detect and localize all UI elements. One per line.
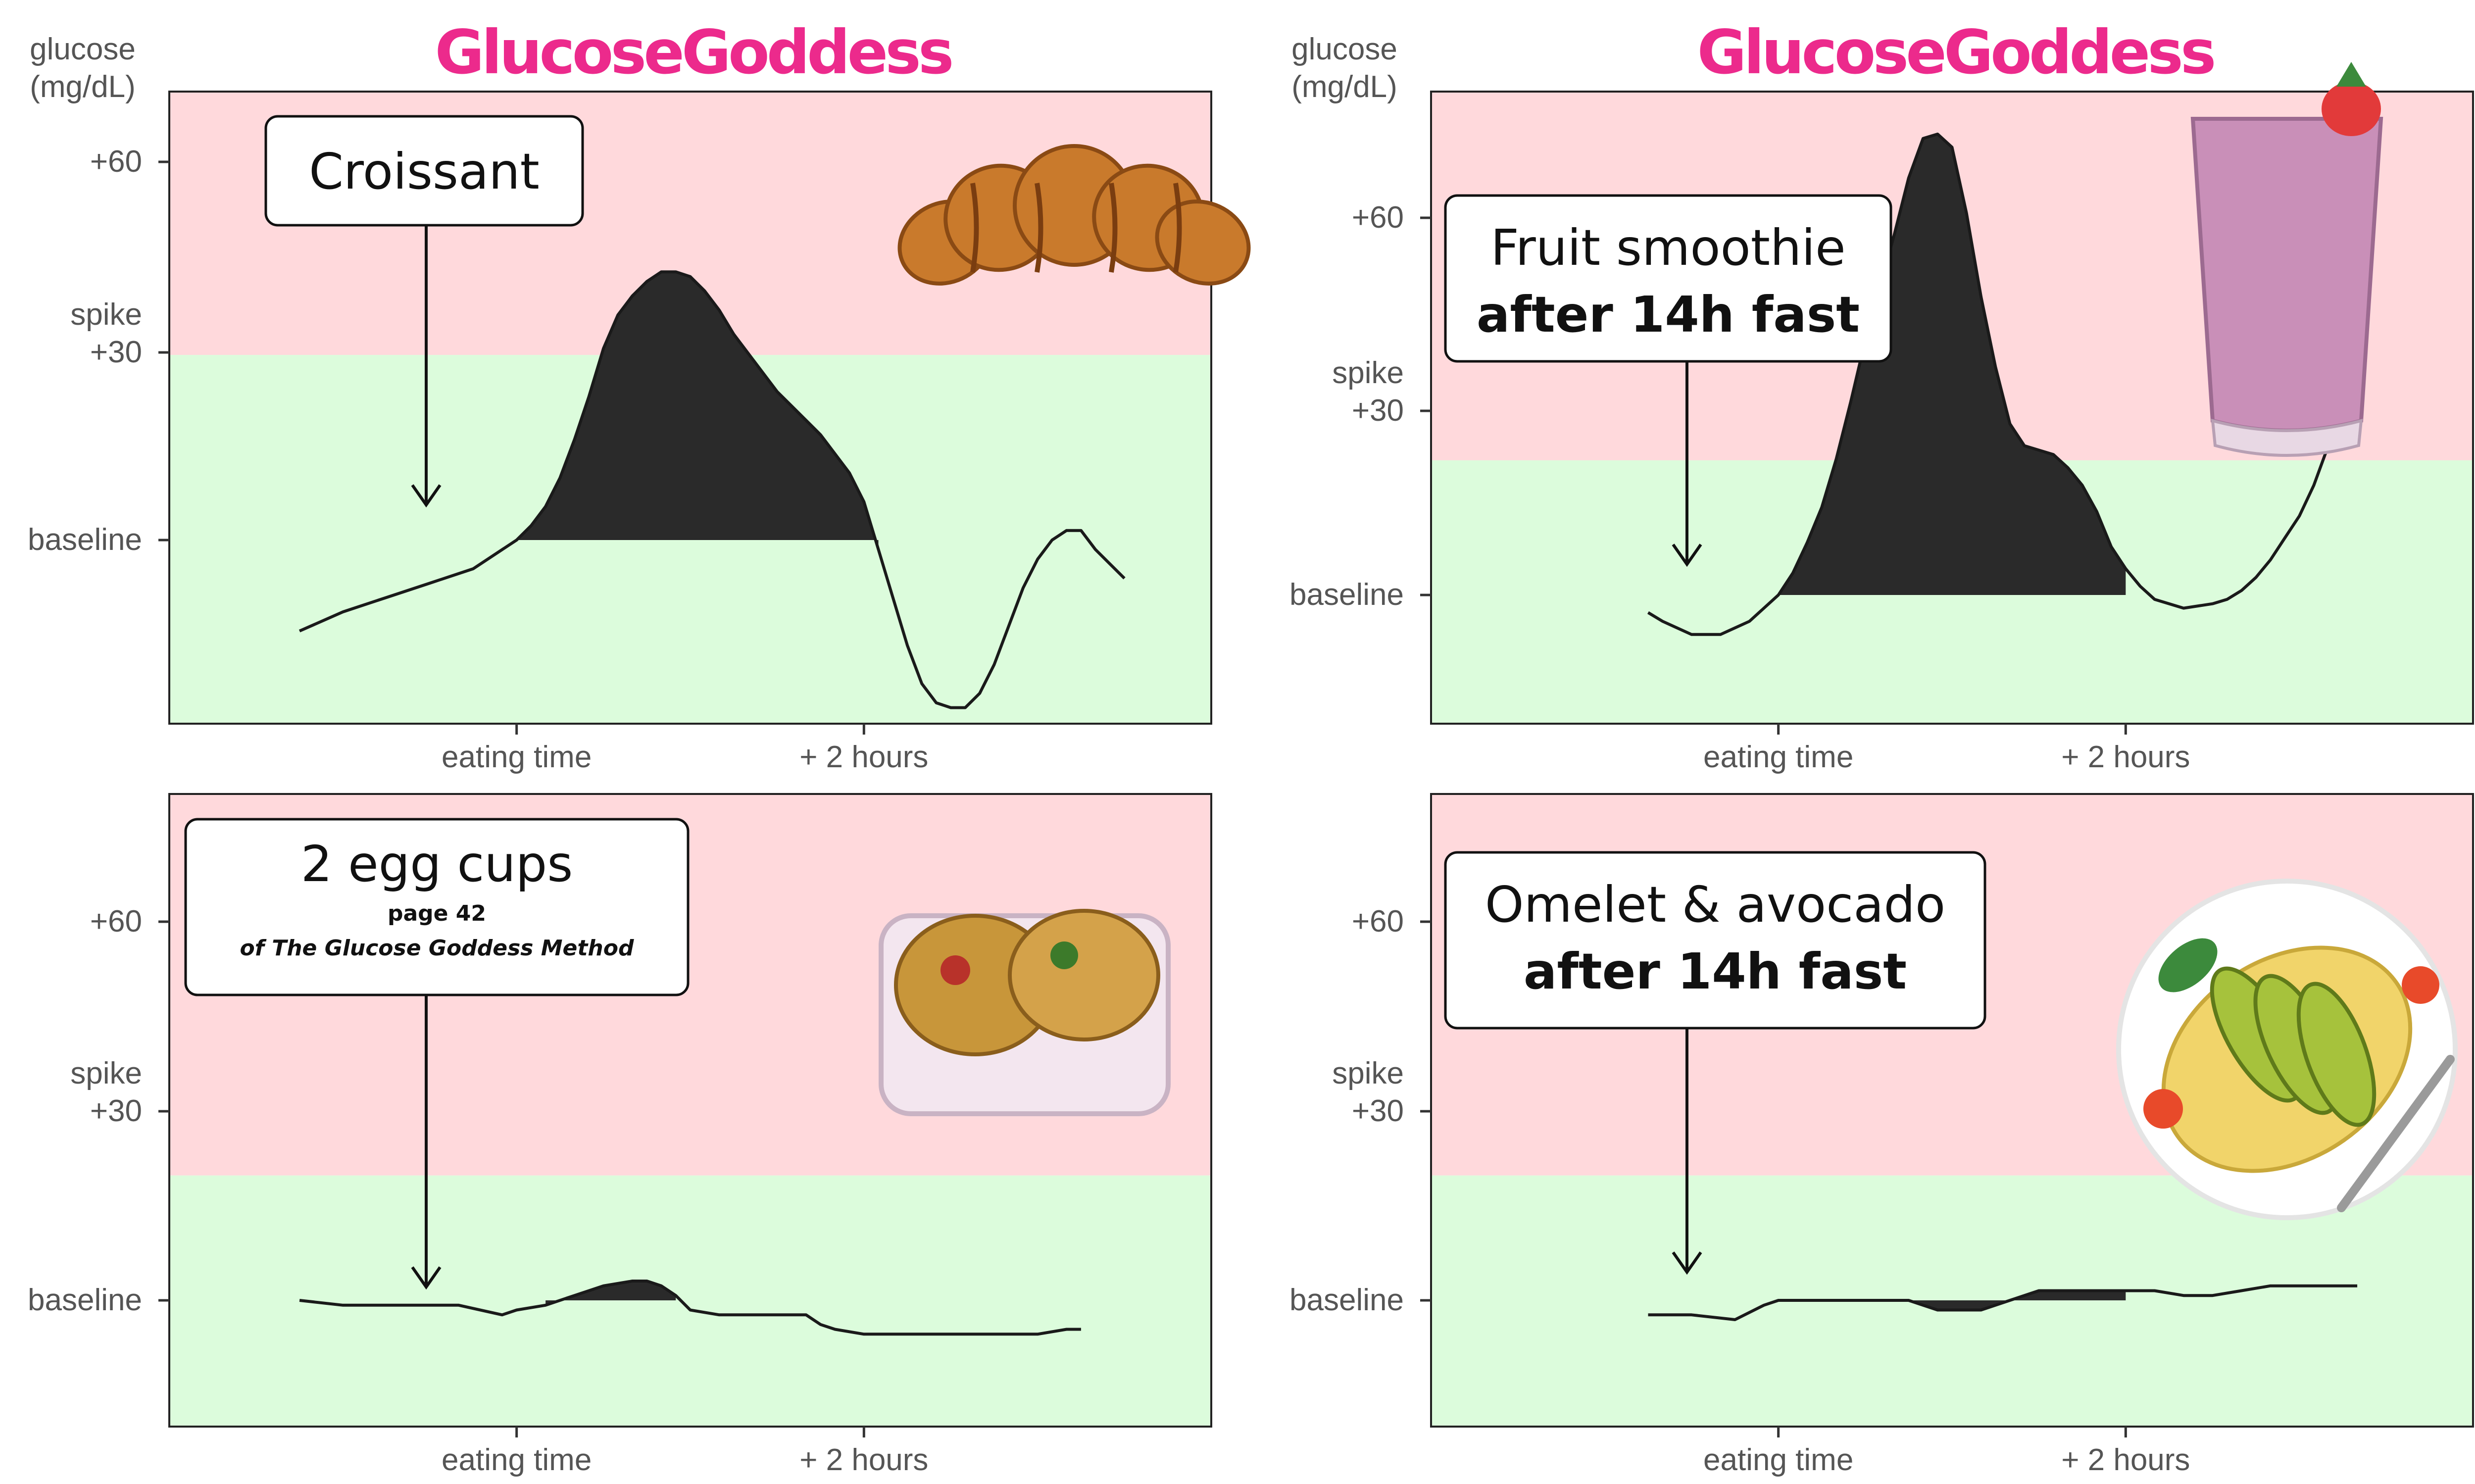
x-tick-label: + 2 hours — [2061, 740, 2190, 774]
croissant-icon — [897, 144, 1251, 286]
x-tick-label: eating time — [442, 1443, 592, 1477]
y-tick-label: +60 — [90, 904, 142, 939]
normal-zone — [169, 1175, 1211, 1427]
y-tick-label: baseline — [1289, 578, 1404, 612]
spike-area — [1908, 1290, 2126, 1310]
annotation-title: Fruit smoothie — [1490, 219, 1845, 277]
smoothie-glass-icon — [2190, 62, 2383, 457]
y-tick-label: +60 — [90, 145, 142, 179]
annotation-box — [264, 115, 584, 227]
annotation-page: page 42 — [388, 901, 486, 926]
x-tick-label: + 2 hours — [2061, 1443, 2190, 1477]
spike-area — [1778, 134, 2126, 595]
omelet-avocado-plate-icon — [2116, 879, 2458, 1220]
x-tick-label: eating time — [1703, 740, 1853, 774]
y-tick-label: +60 — [1352, 200, 1404, 235]
plot-frame — [168, 91, 1212, 725]
annotation-box — [184, 818, 690, 996]
y-tick-label: baseline — [28, 1283, 142, 1317]
annotation-box — [1444, 851, 1986, 1030]
y-axis-label: glucose (mg/dL) — [1291, 32, 1397, 104]
annotation-title: 2 egg cups — [301, 835, 573, 893]
y-tick-label: spike +30 — [1332, 1056, 1404, 1128]
annotation-subtitle: after 14h fast — [1524, 942, 1907, 1000]
egg-cups-container-icon — [879, 909, 1171, 1116]
brand-logo: GlucoseGoddess — [435, 17, 951, 88]
x-tick-label: + 2 hours — [799, 1443, 928, 1477]
y-tick-label: spike +30 — [70, 1056, 142, 1128]
arrow-head-icon — [411, 484, 442, 508]
annotation-box — [1444, 194, 1892, 363]
arrow-head-icon — [411, 1266, 442, 1290]
glucose-curve — [1648, 1284, 2358, 1321]
chart-panel-top-right: GlucoseGoddess glucose (mg/dL) +60 spike +30 b… — [1289, 17, 2474, 774]
annotation-title: Omelet & avocado — [1485, 876, 1945, 934]
glucose-curve — [299, 1280, 1081, 1336]
arrow-head-icon — [1672, 1251, 1702, 1275]
x-tick-label: eating time — [442, 740, 592, 774]
annotation-subtitle: after 14h fast — [1477, 286, 1860, 344]
y-tick-label: spike +30 — [70, 297, 142, 369]
annotation-title: Croissant — [309, 143, 540, 200]
chart-panel-bottom-right: +60 spike +30 baseline eating time + 2 hours O… — [1289, 793, 2474, 1477]
y-tick-label: +60 — [1352, 904, 1404, 939]
y-tick-label: spike +30 — [1332, 356, 1404, 428]
annotation-source: of The Glucose Goddess Method — [240, 936, 634, 961]
brand-logo: GlucoseGoddess — [1697, 17, 2214, 88]
arrow-head-icon — [1672, 544, 1702, 567]
spike-area — [545, 1281, 676, 1305]
y-tick-label: baseline — [1289, 1283, 1404, 1317]
chart-panel-bottom-left: +60 spike +30 baseline eating time + 2 hours 2… — [28, 793, 1212, 1477]
x-tick-label: + 2 hours — [799, 740, 928, 774]
plot-frame — [1430, 91, 2474, 725]
chart-panel-top-left: GlucoseGoddess glucose (mg/dL) +60 spike +30 b… — [28, 17, 1251, 774]
y-tick-label: baseline — [28, 523, 142, 557]
glucose-curve — [1647, 132, 2330, 636]
glucose-curve — [298, 270, 1126, 709]
x-tick-label: eating time — [1703, 1443, 1853, 1477]
y-axis-label: glucose (mg/dL) — [30, 32, 136, 104]
